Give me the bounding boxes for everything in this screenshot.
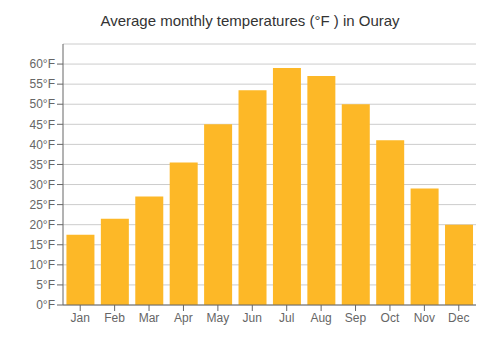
svg-text:Jul: Jul [279,311,294,325]
svg-text:30°F: 30°F [30,178,55,192]
svg-text:Aug: Aug [310,311,331,325]
svg-text:Oct: Oct [381,311,400,325]
svg-text:10°F: 10°F [30,258,55,272]
svg-text:Mar: Mar [139,311,160,325]
svg-text:40°F: 40°F [30,138,55,152]
svg-text:15°F: 15°F [30,238,55,252]
svg-text:Sep: Sep [345,311,367,325]
svg-text:60°F: 60°F [30,57,55,71]
svg-text:Nov: Nov [414,311,435,325]
svg-text:Jan: Jan [71,311,90,325]
svg-text:50°F: 50°F [30,97,55,111]
svg-text:35°F: 35°F [30,158,55,172]
html-text:Average monthly temperatures (: Average monthly temperatures (°F ) in Ou… [100,12,400,29]
svg-text:Dec: Dec [448,311,469,325]
svg-text:25°F: 25°F [30,198,55,212]
svg-text:Jun: Jun [243,311,262,325]
svg-text:May: May [207,311,230,325]
svg-text:20°F: 20°F [30,218,55,232]
svg-text:Feb: Feb [104,311,125,325]
svg-text:55°F: 55°F [30,77,55,91]
svg-text:5°F: 5°F [36,278,55,292]
svg-text:45°F: 45°F [30,118,55,132]
svg-text:Apr: Apr [174,311,193,325]
svg-text:0°F: 0°F [36,298,55,312]
